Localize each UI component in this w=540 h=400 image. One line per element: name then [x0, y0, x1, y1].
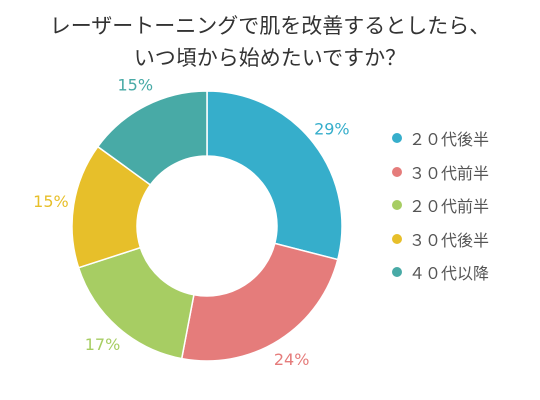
legend-label-5: ４０代以降 [409, 264, 490, 283]
legend-swatch-5 [392, 267, 402, 277]
legend-item-4: ３０代後半 [392, 229, 490, 250]
chart-legend: ２０代後半 ３０代前半 ２０代前半 ３０代後半 ４０代以降 [392, 128, 489, 296]
legend-swatch-3 [392, 200, 402, 210]
legend-item-3: ２０代前半 [392, 195, 490, 216]
chart-title-line-1: レーザートーニングで肌を改善するとしたら、 [49, 14, 491, 38]
legend-label-3: ２０代前半 [409, 197, 490, 216]
legend-swatch-4 [392, 233, 402, 244]
value-label-3: 17% [85, 335, 121, 354]
legend-item-2: ３０代前半 [392, 162, 490, 183]
value-labels: 29% 24% 17% 15% 15% [33, 76, 349, 369]
legend-item-5: ４０代以降 [392, 262, 490, 283]
legend-swatch-1 [392, 133, 402, 143]
value-label-2: 24% [274, 350, 310, 369]
legend-item-1: ２０代後半 [392, 128, 490, 149]
value-label-5: 15% [117, 76, 153, 95]
value-label-1: 29% [314, 120, 350, 139]
legend-label-4: ３０代後半 [409, 230, 490, 250]
chart-title-line-2: いつ頃から始めたいですか？ [133, 46, 407, 70]
donut-slices [71, 90, 343, 362]
chart-title: レーザートーニングで肌を改善するとしたら、 いつ頃から始めたいですか？ [0, 10, 540, 74]
legend-swatch-2 [392, 166, 402, 177]
donut-slice-2 [180, 242, 339, 362]
legend-label-2: ３０代前半 [409, 163, 490, 183]
donut-slice-1 [206, 90, 343, 261]
donut-slice-5 [96, 90, 208, 186]
legend-label-1: ２０代後半 [409, 130, 490, 149]
value-label-4: 15% [33, 192, 69, 211]
